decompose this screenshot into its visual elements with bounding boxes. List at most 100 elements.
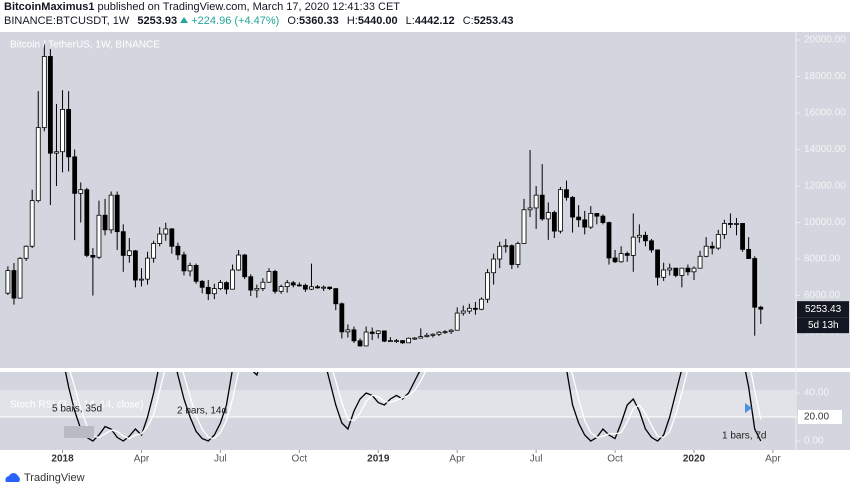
quote-value: 4442.12 xyxy=(414,15,455,27)
candle-body xyxy=(54,151,59,154)
candle-body xyxy=(5,270,11,294)
y-tick-label: 20000.00 xyxy=(804,35,846,46)
candle-body xyxy=(728,223,733,225)
tradingview-logo xyxy=(5,473,20,482)
quote-high: H:5440.00 xyxy=(347,15,398,27)
candle-body xyxy=(139,278,144,281)
candle-body xyxy=(624,253,630,256)
author: BitcoinMaximus1 xyxy=(4,1,95,13)
candle-body xyxy=(473,307,478,310)
candle-body xyxy=(630,236,636,256)
candle-body xyxy=(309,286,314,290)
y-tick-label: 8000.00 xyxy=(804,254,841,265)
candle-body xyxy=(35,127,41,202)
candle-body xyxy=(460,310,466,314)
candle-body xyxy=(303,284,308,290)
candle-body xyxy=(23,245,29,259)
candle-body xyxy=(272,271,278,292)
candle-body xyxy=(96,214,102,258)
candle-body xyxy=(29,200,35,247)
candle-body xyxy=(715,234,721,249)
candle-body xyxy=(448,329,454,333)
candle-body xyxy=(436,331,442,335)
candle-body xyxy=(740,223,745,250)
candle-body xyxy=(175,245,181,256)
annotation-arrow xyxy=(745,403,752,413)
y-tick-label: 0.00 xyxy=(804,436,824,447)
quote-value: 5253.43 xyxy=(473,15,514,27)
candle-body xyxy=(254,288,260,291)
candle-body xyxy=(284,282,290,288)
candle-body xyxy=(84,189,90,256)
candle-body xyxy=(721,223,727,235)
candle-body xyxy=(697,255,703,269)
candle-body xyxy=(120,231,126,256)
quote-close: C:5253.43 xyxy=(463,15,514,27)
candle-body xyxy=(72,156,78,194)
y-tick-label: 14000.00 xyxy=(804,144,846,155)
candle-body xyxy=(667,267,673,271)
candle-body xyxy=(485,272,490,300)
candle-body xyxy=(600,215,606,223)
candle-body xyxy=(564,189,569,198)
candle-body xyxy=(321,286,327,289)
stoch-line xyxy=(69,372,762,440)
candle-body xyxy=(424,334,430,338)
stoch-line xyxy=(64,372,762,442)
candle-body xyxy=(230,269,235,290)
annotation: 2 bars, 14d xyxy=(177,406,227,417)
countdown-box xyxy=(797,317,849,334)
candle-body xyxy=(278,286,284,292)
y-tick-label: 10000.00 xyxy=(804,217,846,228)
candle-body xyxy=(570,196,575,218)
candle-body xyxy=(224,282,229,290)
last-price: 5253.93 xyxy=(137,15,178,27)
candle-body xyxy=(169,228,175,247)
candle-body xyxy=(588,213,594,228)
x-tick-label: Apr xyxy=(134,454,150,465)
countdown: 5d 13h xyxy=(808,320,839,331)
candle-body xyxy=(157,233,163,244)
candle-body xyxy=(752,258,758,308)
candle-body xyxy=(636,234,642,238)
annotation: 1 bars, 7d xyxy=(722,431,766,442)
candle-body xyxy=(151,243,157,259)
candle-body xyxy=(242,254,248,278)
candle-body xyxy=(533,194,539,209)
price-pane xyxy=(0,32,850,368)
candle-body xyxy=(655,249,660,278)
candle-body xyxy=(193,265,199,282)
candle-body xyxy=(394,340,399,343)
candle-body xyxy=(521,209,527,244)
candle-body xyxy=(545,212,551,220)
brand: TradingView xyxy=(24,472,85,484)
candle-body xyxy=(248,276,254,291)
candle-body xyxy=(315,286,320,289)
up-arrow xyxy=(180,17,189,23)
candle-body xyxy=(41,56,47,129)
x-tick-label: Jul xyxy=(530,454,543,465)
candle-body xyxy=(479,298,484,310)
tick-box xyxy=(798,410,842,424)
candle-body xyxy=(78,189,84,194)
candle-body xyxy=(266,271,272,283)
candle-body xyxy=(211,288,217,295)
candle-body xyxy=(491,258,497,274)
candle-body xyxy=(47,56,53,154)
x-tick-label: Oct xyxy=(607,454,623,465)
candle-body xyxy=(685,267,691,273)
candle-body xyxy=(66,108,72,158)
candle-body xyxy=(205,286,211,295)
candle-body xyxy=(345,329,351,333)
candle-body xyxy=(454,312,460,331)
candle-body xyxy=(582,219,588,228)
quote-label: O: xyxy=(287,15,300,27)
candle-body xyxy=(412,337,418,340)
change: +224.96 (+4.47%) xyxy=(191,15,280,27)
candle-body xyxy=(388,340,393,343)
candle-body xyxy=(594,213,600,217)
candle-body xyxy=(466,307,472,312)
candle-body xyxy=(363,331,369,347)
symbol: BINANCE:BTCUSDT, 1W xyxy=(4,15,130,27)
